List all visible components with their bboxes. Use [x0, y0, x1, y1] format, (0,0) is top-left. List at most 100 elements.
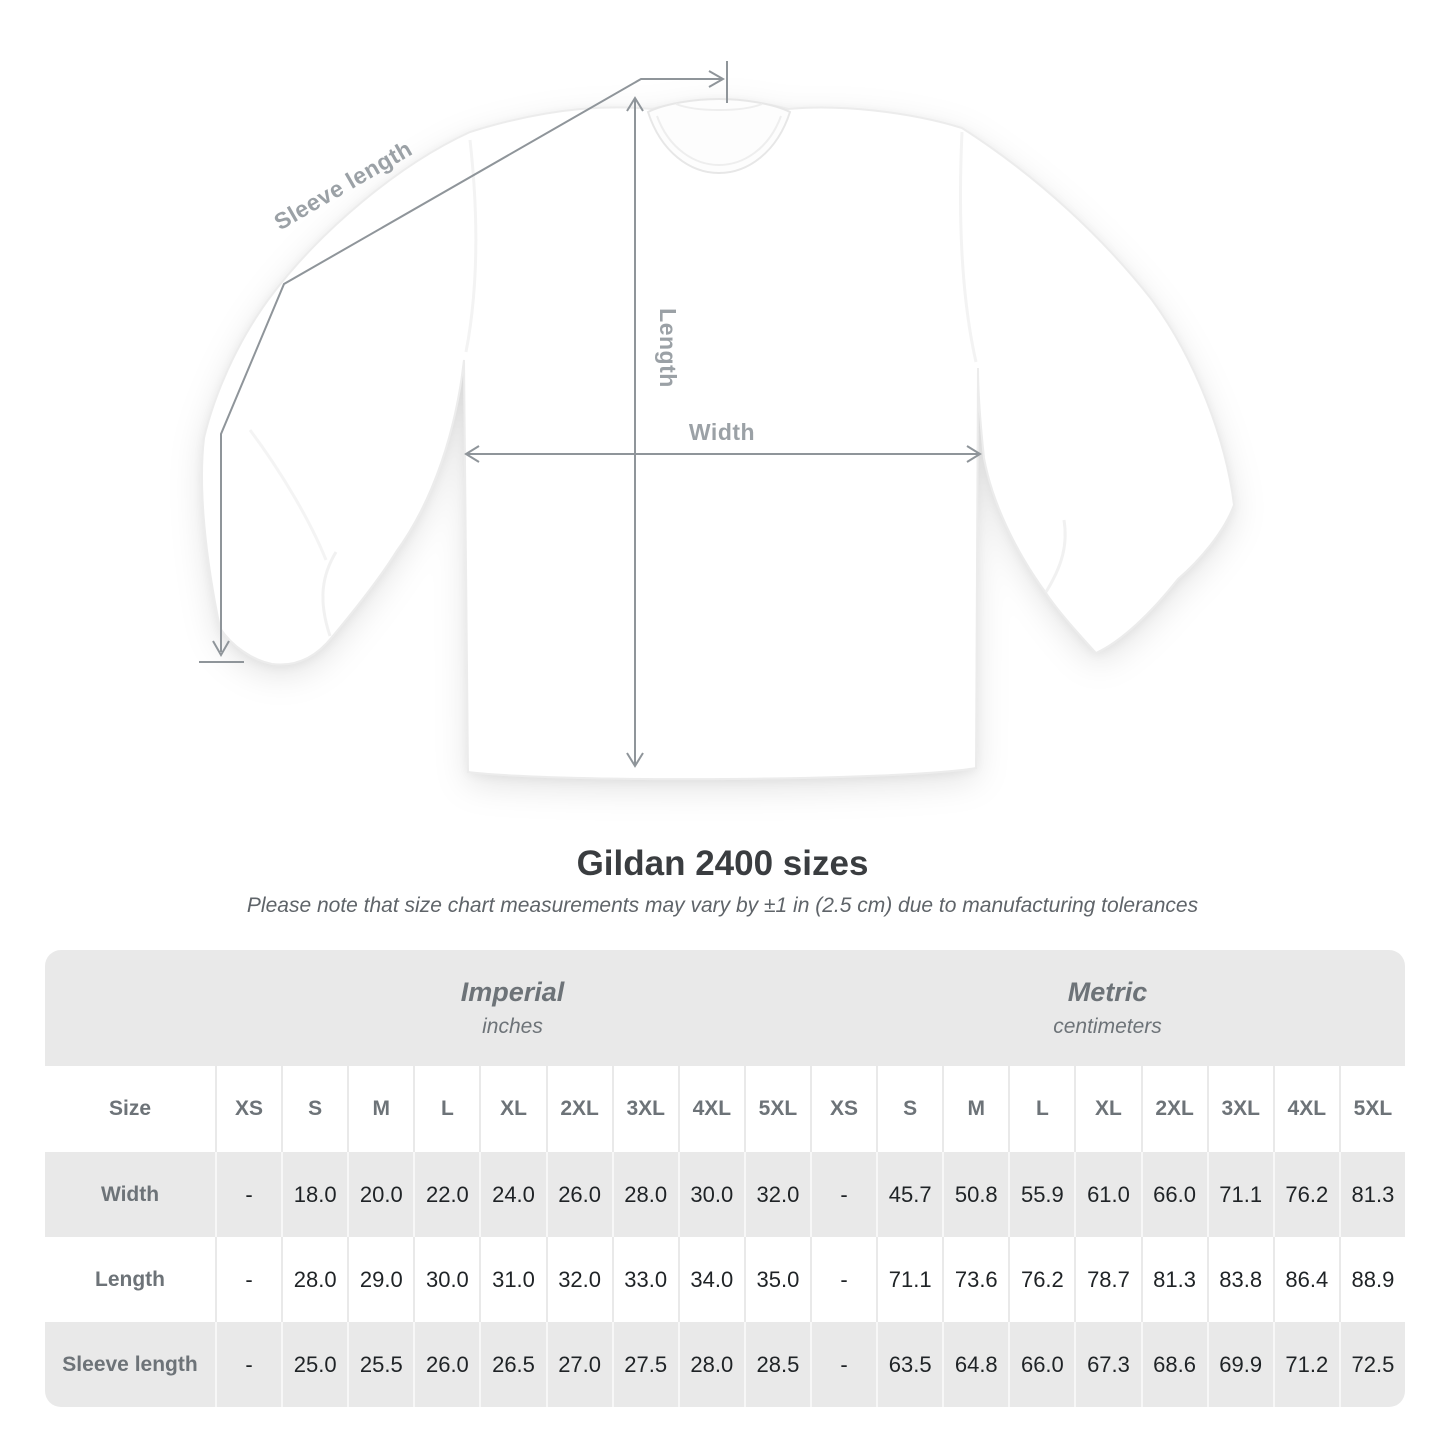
- size-column-header: Size: [108, 1097, 152, 1120]
- shirt-measurement-diagram: Sleeve length Length Width: [199, 61, 1236, 781]
- value-metric-length-xl: 78.7: [1074, 1237, 1141, 1322]
- size-header-imperial-xl: XL: [479, 1066, 545, 1152]
- row-label-length: Length: [45, 1237, 215, 1322]
- page-title: Gildan 2400 sizes: [576, 844, 869, 883]
- size-header-imperial-xs: XS: [215, 1066, 281, 1152]
- value-imperial-width-s: 18.0: [281, 1152, 348, 1237]
- size-header-imperial-5xl: 5XL: [743, 1066, 810, 1152]
- value-imperial-sleeve-length-5xl: 28.5: [743, 1322, 810, 1407]
- value-imperial-width-5xl: 32.0: [743, 1152, 810, 1237]
- value-metric-length-l: 76.2: [1008, 1237, 1075, 1322]
- measurement-row-sleeve-length: Sleeve length -25.0 25.5 26.0 26.5 27.0 27.5 28…: [45, 1322, 1405, 1407]
- value-metric-sleeve-length-4xl: 71.2: [1272, 1322, 1339, 1407]
- metric-group-unit: centimeters: [1053, 1015, 1162, 1038]
- value-metric-sleeve-length-xs: -: [809, 1322, 877, 1407]
- length-arrow-up-icon: [626, 96, 644, 112]
- unit-group-spacer: [45, 950, 215, 1066]
- value-imperial-length-xl: 31.0: [479, 1237, 546, 1322]
- sleeve-length-line: [220, 78, 722, 652]
- imperial-group-label: Imperial: [460, 977, 565, 1007]
- sleeve-arrow-down-icon: [212, 640, 230, 658]
- size-header-imperial-l: L: [413, 1066, 479, 1152]
- value-imperial-length-3xl: 33.0: [611, 1237, 678, 1322]
- sleeve-arrow-right-icon: [708, 70, 726, 88]
- value-imperial-length-4xl: 34.0: [677, 1237, 744, 1322]
- metric-group-header: Metric centimeters: [809, 950, 1405, 1066]
- value-imperial-sleeve-length-2xl: 27.0: [545, 1322, 612, 1407]
- row-label-width: Width: [45, 1152, 215, 1237]
- value-metric-length-m: 73.6: [942, 1237, 1009, 1322]
- length-label: Length: [655, 308, 681, 388]
- value-imperial-width-xl: 24.0: [479, 1152, 546, 1237]
- size-header-metric-xs: XS: [809, 1066, 876, 1152]
- value-imperial-width-m: 20.0: [347, 1152, 414, 1237]
- metric-group-label: Metric: [1067, 977, 1148, 1007]
- value-metric-width-m: 50.8: [942, 1152, 1009, 1237]
- size-header-imperial-4xl: 4XL: [677, 1066, 744, 1152]
- size-header-imperial-m: M: [347, 1066, 413, 1152]
- value-imperial-length-xs: -: [215, 1237, 282, 1322]
- value-metric-length-3xl: 83.8: [1206, 1237, 1273, 1322]
- value-metric-sleeve-length-2xl: 68.6: [1140, 1322, 1207, 1407]
- value-imperial-sleeve-length-l: 26.0: [413, 1322, 480, 1407]
- value-metric-length-xs: -: [809, 1237, 877, 1322]
- size-header-imperial-s: S: [281, 1066, 347, 1152]
- value-imperial-length-5xl: 35.0: [743, 1237, 810, 1322]
- width-arrow-right-icon: [966, 445, 982, 463]
- value-metric-width-xl: 61.0: [1074, 1152, 1141, 1237]
- value-imperial-length-2xl: 32.0: [545, 1237, 612, 1322]
- value-imperial-width-4xl: 30.0: [677, 1152, 744, 1237]
- value-imperial-sleeve-length-4xl: 28.0: [677, 1322, 744, 1407]
- long-sleeve-shirt-image: [200, 97, 1236, 781]
- row-label-sleeve-length: Sleeve length: [45, 1322, 215, 1407]
- value-metric-width-s: 45.7: [876, 1152, 943, 1237]
- value-metric-length-s: 71.1: [876, 1237, 943, 1322]
- imperial-group-header: Imperial inches: [215, 950, 810, 1066]
- value-metric-length-4xl: 86.4: [1272, 1237, 1339, 1322]
- size-header-metric-2xl: 2XL: [1140, 1066, 1207, 1152]
- width-label: Width: [689, 419, 755, 445]
- value-metric-sleeve-length-xl: 67.3: [1074, 1322, 1141, 1407]
- value-imperial-length-m: 29.0: [347, 1237, 414, 1322]
- value-metric-sleeve-length-l: 66.0: [1008, 1322, 1075, 1407]
- value-imperial-sleeve-length-xl: 26.5: [479, 1322, 546, 1407]
- value-metric-sleeve-length-3xl: 69.9: [1206, 1322, 1273, 1407]
- size-table-body: Imperial inches Metric centimeters Size …: [45, 950, 1405, 1407]
- length-arrow-down-icon: [626, 752, 644, 768]
- value-metric-length-2xl: 81.3: [1140, 1237, 1207, 1322]
- size-header-metric-m: M: [942, 1066, 1008, 1152]
- value-imperial-length-l: 30.0: [413, 1237, 480, 1322]
- size-header-metric-s: S: [876, 1066, 942, 1152]
- value-metric-length-5xl: 88.9: [1338, 1237, 1405, 1322]
- size-header-metric-4xl: 4XL: [1272, 1066, 1339, 1152]
- value-metric-width-5xl: 81.3: [1338, 1152, 1405, 1237]
- value-imperial-sleeve-length-xs: -: [215, 1322, 282, 1407]
- size-header-imperial-3xl: 3XL: [611, 1066, 678, 1152]
- value-metric-width-l: 55.9: [1008, 1152, 1075, 1237]
- size-header-metric-5xl: 5XL: [1338, 1066, 1405, 1152]
- size-header-metric-xl: XL: [1074, 1066, 1140, 1152]
- value-imperial-width-3xl: 28.0: [611, 1152, 678, 1237]
- value-metric-sleeve-length-5xl: 72.5: [1338, 1322, 1405, 1407]
- measurement-row-width: Width -18.0 20.0 22.0 24.0 26.0 28.0 30.0 32.0-4…: [45, 1152, 1405, 1237]
- value-imperial-width-xs: -: [215, 1152, 282, 1237]
- value-metric-width-2xl: 66.0: [1140, 1152, 1207, 1237]
- value-metric-sleeve-length-s: 63.5: [876, 1322, 943, 1407]
- title-block: Gildan 2400 sizes Please note that size …: [0, 843, 1445, 918]
- value-imperial-length-s: 28.0: [281, 1237, 348, 1322]
- value-imperial-width-2xl: 26.0: [545, 1152, 612, 1237]
- value-metric-sleeve-length-m: 64.8: [942, 1322, 1009, 1407]
- value-imperial-sleeve-length-m: 25.5: [347, 1322, 414, 1407]
- value-imperial-sleeve-length-3xl: 27.5: [611, 1322, 678, 1407]
- value-imperial-width-l: 22.0: [413, 1152, 480, 1237]
- value-metric-width-xs: -: [809, 1152, 877, 1237]
- size-header-metric-3xl: 3XL: [1206, 1066, 1273, 1152]
- unit-group-row: Imperial inches Metric centimeters: [45, 950, 1405, 1066]
- size-header-metric-l: L: [1008, 1066, 1074, 1152]
- value-metric-width-4xl: 76.2: [1272, 1152, 1339, 1237]
- size-chart-table: Imperial inches Metric centimeters Size …: [45, 950, 1405, 1407]
- size-header-imperial-2xl: 2XL: [545, 1066, 612, 1152]
- measurement-row-length: Length -28.0 29.0 30.0 31.0 32.0 33.0 34.0 35.0-…: [45, 1237, 1405, 1322]
- imperial-group-unit: inches: [482, 1015, 543, 1038]
- size-header-row: Size XS S M L XL 2XL 3XL 4XL 5XL XS S M L XL 2XL 3XL 4XL…: [45, 1066, 1405, 1152]
